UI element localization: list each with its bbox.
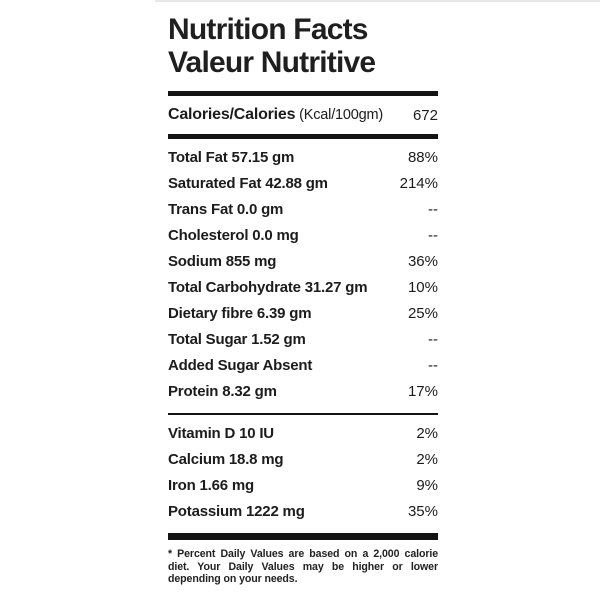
nutrient-row: Added Sugar Absent -- <box>168 352 438 378</box>
vitamin-row: Calcium 18.8 mg 2% <box>168 446 438 472</box>
nutrient-row: Total Sugar 1.52 gm -- <box>168 326 438 352</box>
calories-value: 672 <box>412 106 438 124</box>
thick-divider-calories <box>168 134 438 139</box>
daily-value-percent: 35% <box>407 502 438 520</box>
vitamin-row: Iron 1.66 mg 9% <box>168 472 438 498</box>
vitamin-table: Vitamin D 10 IU 2% Calcium 18.8 mg 2% Iron 1… <box>168 420 438 524</box>
nutrient-label: Trans Fat 0.0 gm <box>168 200 284 218</box>
nutrient-row: Protein 8.32 gm 17% <box>168 378 438 404</box>
daily-value-percent: 88% <box>407 148 438 166</box>
daily-value-percent: 2% <box>416 450 438 468</box>
daily-value-percent: 2% <box>416 424 438 442</box>
nutrient-label: Iron 1.66 mg <box>168 476 254 494</box>
vitamin-row: Vitamin D 10 IU 2% <box>168 420 438 446</box>
thin-divider-vitamins <box>168 413 438 415</box>
calories-unit: (Kcal/100gm) <box>295 107 383 123</box>
daily-value-percent: -- <box>428 200 438 218</box>
nutrient-row: Cholesterol 0.0 mg -- <box>168 222 438 248</box>
label-title: Nutrition Facts Valeur Nutritive <box>168 13 438 79</box>
nutrient-row: Dietary fibre 6.39 gm 25% <box>168 300 438 326</box>
daily-value-percent: 17% <box>407 382 438 400</box>
nutrient-table: Total Fat 57.15 gm 88% Saturated Fat 42.88… <box>168 144 438 404</box>
calories-row: Calories/Calories (Kcal/100gm) 672 <box>168 96 438 134</box>
daily-value-percent: -- <box>428 356 438 374</box>
nutrient-label: Total Fat 57.15 gm <box>168 148 295 166</box>
nutrient-label: Calcium 18.8 mg <box>168 450 284 468</box>
nutrient-label: Saturated Fat 42.88 gm <box>168 174 328 192</box>
thick-divider-top <box>168 91 438 96</box>
nutrient-row: Total Fat 57.15 gm 88% <box>168 144 438 170</box>
daily-value-footnote: * Percent Daily Values are based on a 2,… <box>168 548 438 586</box>
nutrient-row: Total Carbohydrate 31.27 gm 10% <box>168 274 438 300</box>
daily-value-percent: 214% <box>399 174 438 192</box>
nutrient-row: Sodium 855 mg 36% <box>168 248 438 274</box>
calories-label: Calories/Calories <box>168 106 296 123</box>
nutrient-label: Cholesterol 0.0 mg <box>168 226 299 244</box>
daily-value-percent: 10% <box>407 278 438 296</box>
nutrient-label: Dietary fibre 6.39 gm <box>168 304 312 322</box>
daily-value-percent: -- <box>428 226 438 244</box>
nutrient-label: Sodium 855 mg <box>168 252 277 270</box>
nutrient-row: Saturated Fat 42.88 gm 214% <box>168 170 438 196</box>
nutrient-label: Added Sugar Absent <box>168 356 313 374</box>
daily-value-percent: 36% <box>407 252 438 270</box>
title-english: Nutrition Facts <box>168 13 368 46</box>
nutrient-label: Protein 8.32 gm <box>168 382 277 400</box>
title-french: Valeur Nutritive <box>168 46 376 79</box>
daily-value-percent: 25% <box>407 304 438 322</box>
calories-label-group: Calories/Calories (Kcal/100gm) <box>168 106 383 124</box>
nutrient-label: Total Carbohydrate 31.27 gm <box>168 278 368 296</box>
nutrient-row: Trans Fat 0.0 gm -- <box>168 196 438 222</box>
card-top-edge <box>155 0 600 2</box>
thick-divider-bottom <box>168 533 438 540</box>
daily-value-percent: 9% <box>416 476 438 494</box>
nutrition-label: Nutrition Facts Valeur Nutritive Calorie… <box>168 0 438 586</box>
nutrient-label: Total Sugar 1.52 gm <box>168 330 306 348</box>
daily-value-percent: -- <box>428 330 438 348</box>
vitamin-row: Potassium 1222 mg 35% <box>168 498 438 524</box>
nutrient-label: Vitamin D 10 IU <box>168 424 274 442</box>
nutrient-label: Potassium 1222 mg <box>168 502 305 520</box>
